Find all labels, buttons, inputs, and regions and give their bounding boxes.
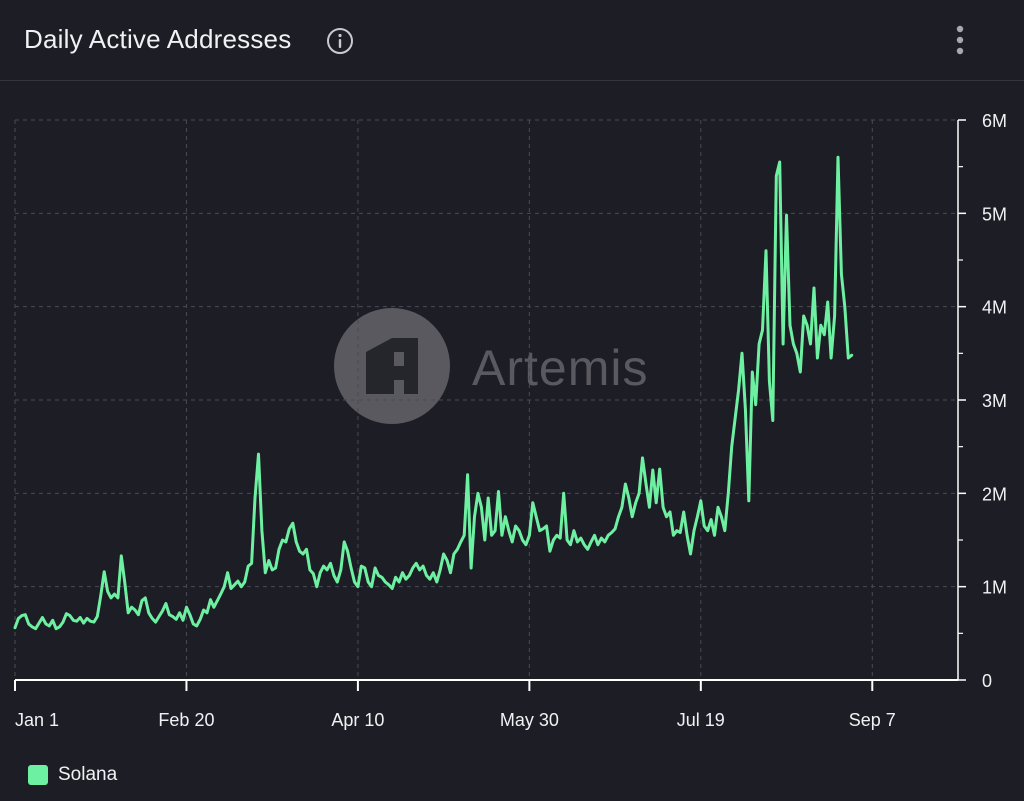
y-tick-labels: 0 1M 2M 3M 4M 5M 6M bbox=[982, 111, 1007, 691]
grid bbox=[14, 119, 958, 680]
x-tick-label: Jan 1 bbox=[15, 710, 59, 730]
y-tick-label: 2M bbox=[982, 484, 1007, 504]
y-tick-label: 5M bbox=[982, 204, 1007, 224]
legend-label-solana: Solana bbox=[58, 764, 118, 785]
y-tick-label: 0 bbox=[982, 671, 992, 691]
x-tick-label: Feb 20 bbox=[158, 710, 214, 730]
y-tick-label: 6M bbox=[982, 111, 1007, 131]
x-tick-label: Jul 19 bbox=[677, 710, 725, 730]
x-tick-label: May 30 bbox=[500, 710, 559, 730]
x-tick-label: Sep 7 bbox=[849, 710, 896, 730]
watermark-text: Artemis bbox=[472, 340, 648, 396]
axes bbox=[14, 119, 966, 691]
series-line-solana bbox=[13, 155, 854, 631]
x-tick-labels: Jan 1 Feb 20 Apr 10 May 30 Jul 19 Sep 7 bbox=[15, 710, 896, 730]
kebab-menu-icon[interactable] bbox=[948, 22, 972, 58]
y-tick-label: 3M bbox=[982, 391, 1007, 411]
chart-header: Daily Active Addresses bbox=[0, 0, 1024, 81]
legend[interactable]: Solana bbox=[28, 763, 117, 787]
artemis-watermark: Artemis bbox=[334, 308, 648, 424]
chart-title: Daily Active Addresses bbox=[24, 24, 292, 54]
y-tick-label: 4M bbox=[982, 298, 1007, 318]
info-icon[interactable] bbox=[326, 27, 354, 55]
y-tick-label: 1M bbox=[982, 578, 1007, 598]
series-group bbox=[13, 155, 854, 631]
x-tick-label: Apr 10 bbox=[331, 710, 384, 730]
line-chart: Artemis 0 1M 2M 3M 4M 5M 6M Jan 1 Feb 20 Apr 10 M… bbox=[13, 111, 1007, 730]
legend-swatch bbox=[28, 765, 48, 785]
